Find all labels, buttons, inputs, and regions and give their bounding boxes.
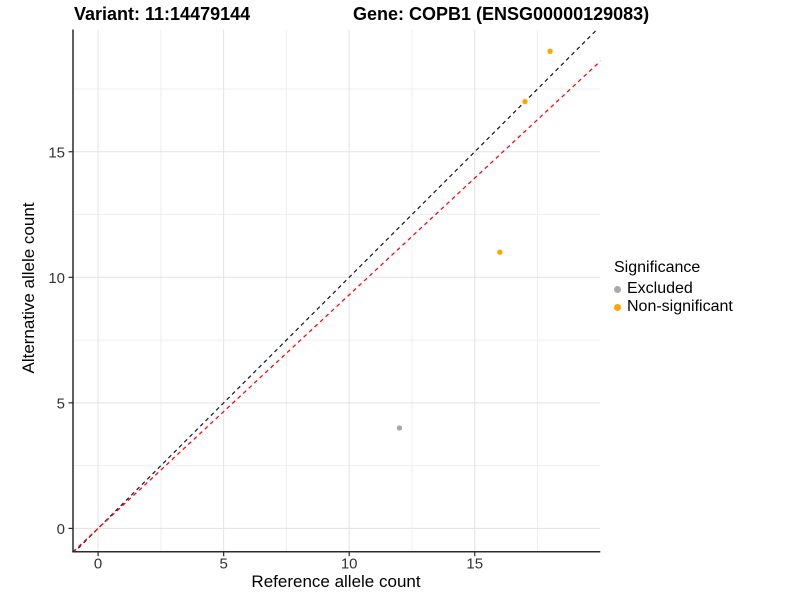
legend: Significance Excluded Non-significant — [614, 259, 733, 316]
x-tick-label: 10 — [341, 556, 358, 573]
legend-dot-excluded — [614, 285, 621, 293]
y-axis-title: Alternative allele count — [19, 202, 38, 374]
legend-entry-excluded: Excluded — [614, 280, 733, 298]
x-tick-label: 15 — [466, 556, 483, 573]
x-tick-label: 5 — [219, 556, 227, 573]
y-tick-label: 10 — [48, 270, 65, 287]
plot-title-variant: Variant: 11:14479144 — [74, 4, 251, 24]
plot-title-gene: Gene: COPB1 (ENSG00000129083) — [353, 4, 650, 24]
identity-line — [73, 29, 598, 552]
y-tick-label: 5 — [57, 395, 65, 412]
data-point-non-significant — [497, 249, 503, 255]
legend-entry-non-significant: Non-significant — [614, 298, 733, 316]
data-point-non-significant — [547, 48, 553, 55]
legend-dot-non-significant — [614, 303, 621, 311]
legend-label-excluded: Excluded — [627, 280, 693, 297]
y-tick-label: 0 — [57, 521, 65, 538]
legend-label-non-significant: Non-significant — [627, 298, 733, 315]
expected-ratio-line — [73, 60, 601, 552]
panel-content — [73, 29, 601, 552]
x-tick-label: 0 — [94, 556, 102, 573]
y-tick-label: 15 — [48, 144, 65, 161]
x-axis-title: Reference allele count — [251, 572, 421, 591]
legend-title: Significance — [614, 259, 701, 276]
data-point-non-significant — [522, 98, 528, 105]
data-point-excluded — [396, 425, 403, 431]
